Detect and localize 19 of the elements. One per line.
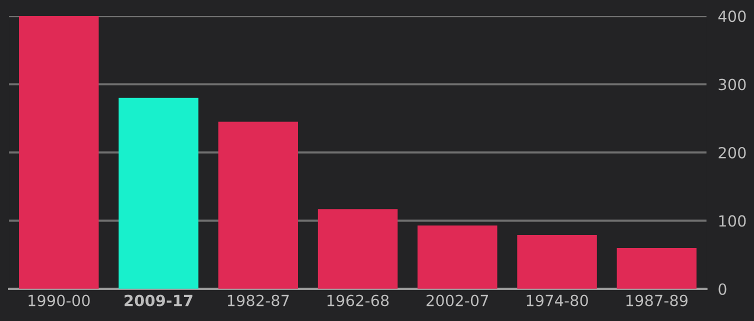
bar: [418, 225, 498, 289]
x-tick-label: 1990-00: [28, 294, 90, 306]
x-tick-label: 1974-80: [526, 294, 588, 306]
y-tick-label: 100: [719, 215, 746, 227]
x-tick-label: 1982-87: [228, 294, 289, 306]
y-tick-label: 0: [718, 283, 726, 295]
bar: [517, 235, 597, 289]
bar: [318, 209, 398, 289]
bar: [118, 98, 198, 289]
y-tick-label: 400: [718, 10, 746, 22]
x-tick-label: 2002-07: [426, 294, 488, 306]
bar: [19, 16, 99, 289]
bar: [218, 122, 298, 289]
bar: [616, 248, 697, 289]
y-tick-label: 300: [718, 78, 746, 90]
x-tick-label: 1987-89: [626, 294, 688, 306]
x-tick-label: 2009-17: [124, 294, 192, 306]
y-tick-label: 200: [718, 146, 746, 158]
x-tick-label: 1962-68: [328, 294, 389, 306]
